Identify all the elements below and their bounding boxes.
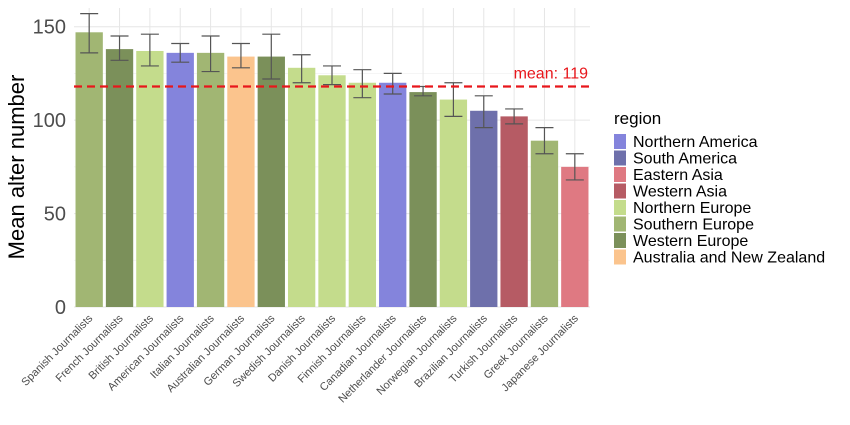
legend-label: Western Asia [633,184,727,201]
legend-swatch [614,249,626,265]
y-axis-title: Mean alter number [4,75,29,260]
bar [136,50,164,307]
legend-label: South America [633,151,737,168]
y-tick-label: 50 [44,204,66,226]
legend-swatch [614,150,626,166]
legend-label: Northern America [633,134,758,151]
y-tick-label: 100 [33,110,66,132]
legend-swatch [614,216,626,232]
legend-label: Eastern Asia [633,167,723,184]
legend-swatch [614,134,626,149]
bar [409,92,437,307]
bar [500,116,528,307]
bar [166,52,194,307]
bar [561,166,589,307]
bar [439,99,468,307]
bar [318,75,346,308]
legend-swatch [614,183,626,199]
y-axis-ticks: 0 50 100 150 [33,17,66,319]
y-tick-label: 150 [33,17,66,39]
mean-label: mean: 119 [514,65,589,82]
bar [379,82,407,307]
bar [105,49,134,308]
error-bars [80,13,584,181]
bar [287,67,316,307]
mean-line-group: mean: 119 [74,65,590,88]
y-tick-label: 0 [55,297,66,319]
bar [470,110,498,307]
legend-swatch [614,200,626,215]
legend-label: Northern Europe [633,200,751,217]
bar [75,32,103,307]
legend-label: Australia and New Zealand [633,250,825,267]
legend-swatch [614,167,626,182]
bar [348,82,377,307]
bars [75,32,589,308]
bar [530,140,559,307]
bar [257,56,285,308]
bar [227,56,255,308]
legend-title: region [614,109,661,128]
legend-label: Southern Europe [633,217,754,234]
bar [196,52,225,307]
legend-label: Western Europe [633,233,748,250]
legend-swatch [614,233,626,248]
